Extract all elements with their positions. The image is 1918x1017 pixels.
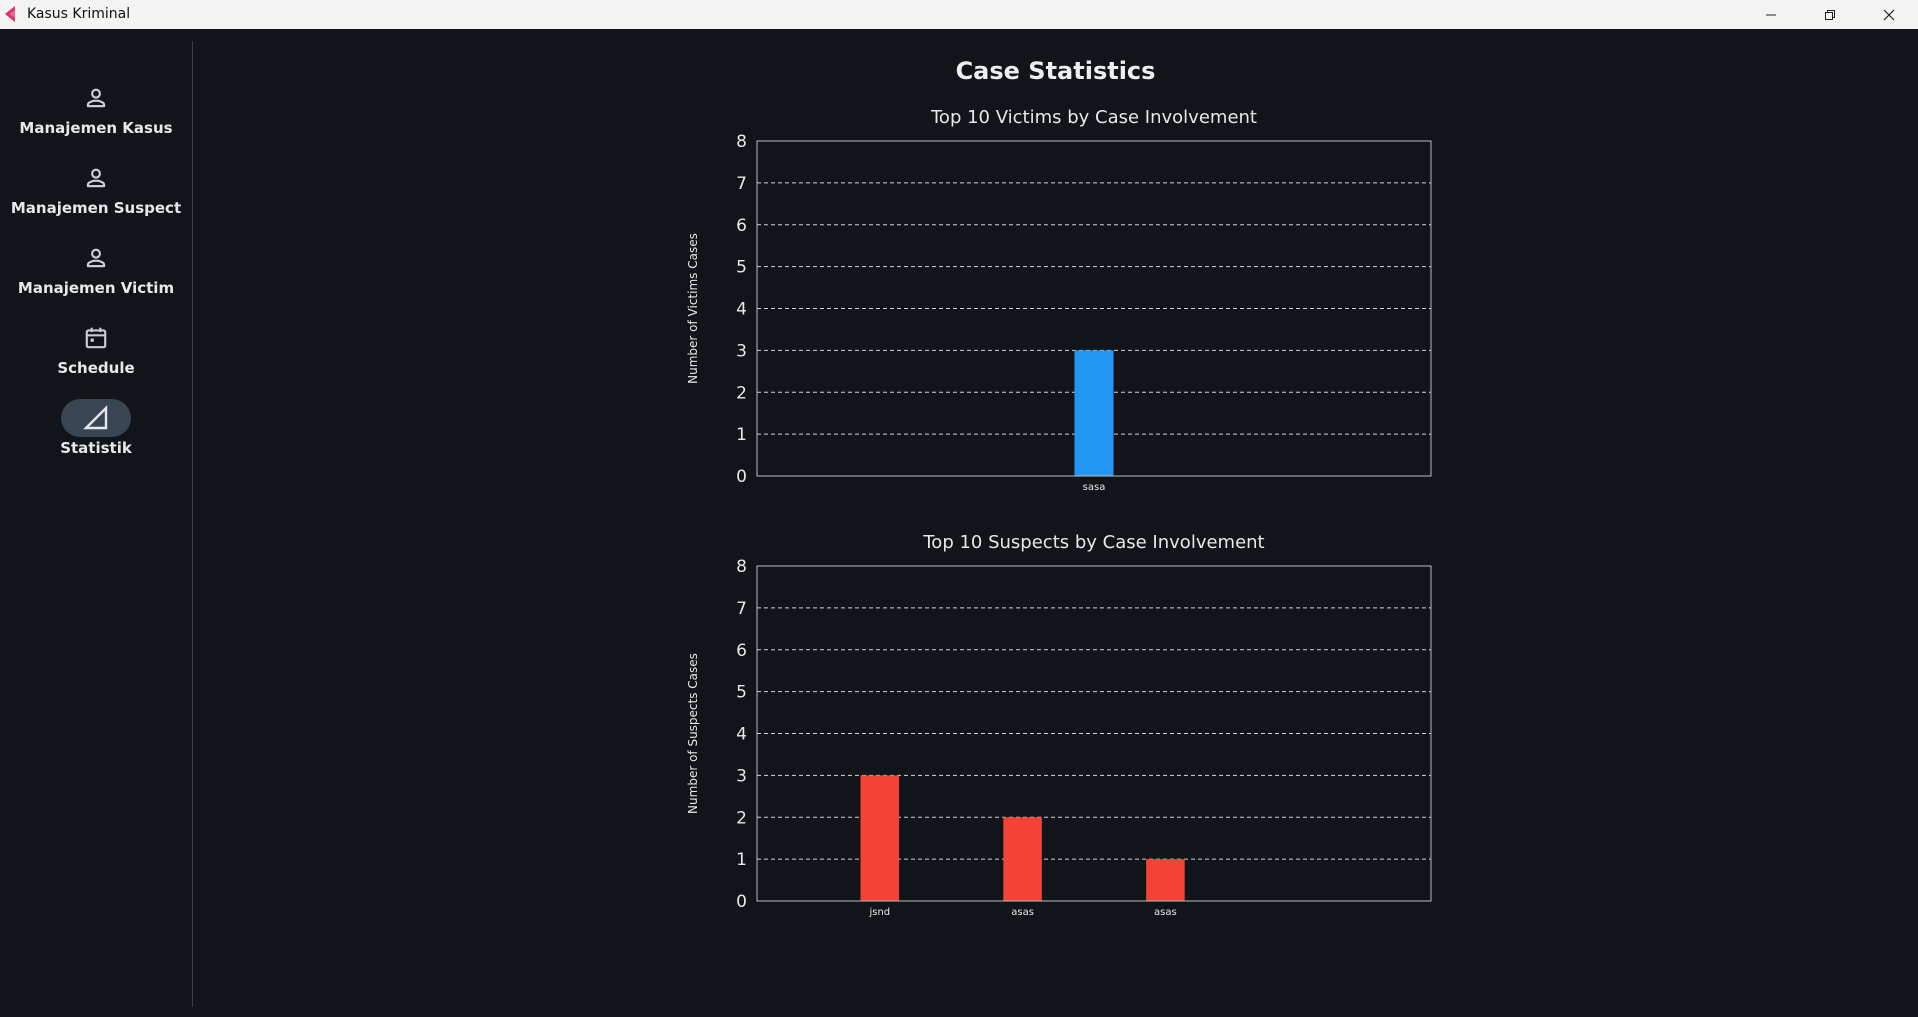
nav-item-manajemen-suspect[interactable]: Manajemen Suspect xyxy=(0,159,192,231)
victims-ytick-label: 8 xyxy=(736,132,747,152)
nav-item-label: Schedule xyxy=(57,359,135,377)
nav-item-pill xyxy=(61,239,131,277)
victims-bar xyxy=(1074,350,1114,476)
suspects-ytick-label: 1 xyxy=(736,850,747,870)
person-icon xyxy=(86,248,106,268)
window-title: Kasus Kriminal xyxy=(27,6,131,22)
restore-button[interactable] xyxy=(1801,0,1859,29)
suspects-ytick-label: 4 xyxy=(736,725,747,745)
nav-item-pill xyxy=(61,79,131,117)
charts-canvas: Top 10 Victims by Case Involvement 0 1 2 3 4 5… xyxy=(686,107,1432,918)
suspects-xtick-label: asas xyxy=(1011,907,1034,918)
window-titlebar: Kasus Kriminal xyxy=(0,0,1918,29)
close-button[interactable] xyxy=(1860,0,1918,29)
nav-item-label: Manajemen Kasus xyxy=(19,119,173,137)
calendar-icon xyxy=(85,327,107,349)
nav-item-manajemen-kasus[interactable]: Manajemen Kasus xyxy=(0,79,192,151)
nav-item-statistik[interactable]: Statistik xyxy=(0,399,192,471)
victims-ytick-label: 5 xyxy=(736,258,747,278)
victims-ytick-label: 0 xyxy=(736,467,747,487)
person-icon xyxy=(86,168,106,188)
chart-triangle-icon xyxy=(83,405,108,430)
victims-ytick-label: 3 xyxy=(736,341,747,361)
app-logo-icon xyxy=(5,6,15,22)
nav-item-pill xyxy=(61,319,131,357)
nav-item-manajemen-victim[interactable]: Manajemen Victim xyxy=(0,239,192,311)
suspects-ytick-label: 7 xyxy=(736,599,747,619)
suspects-ytick-label: 6 xyxy=(736,641,747,661)
close-icon xyxy=(1883,9,1895,20)
victims-xtick-label: sasa xyxy=(1083,482,1106,493)
person-icon xyxy=(86,88,106,108)
suspects-ytick-label: 8 xyxy=(736,557,747,577)
victims-chart: Top 10 Victims by Case Involvement 0 1 2 3 4 5… xyxy=(686,107,1432,493)
suspects-ytick-label: 0 xyxy=(736,892,747,912)
victims-chart-title: Top 10 Victims by Case Involvement xyxy=(930,107,1257,128)
suspects-chart-title: Top 10 Suspects by Case Involvement xyxy=(922,532,1264,553)
suspects-bar xyxy=(1146,859,1185,901)
suspects-xtick-label: jsnd xyxy=(868,907,890,918)
victims-plot-frame xyxy=(756,140,1432,477)
suspects-bar xyxy=(1003,817,1042,901)
minimize-button[interactable] xyxy=(1742,0,1800,29)
victims-ytick-label: 1 xyxy=(736,425,747,445)
nav-item-label: Manajemen Suspect xyxy=(10,199,182,217)
victims-ytick-label: 4 xyxy=(736,300,747,320)
suspects-xtick-label: asas xyxy=(1154,907,1177,918)
suspects-bar xyxy=(860,775,900,901)
page-title: Case Statistics xyxy=(955,57,1156,85)
suspects-ylabel: Number of Suspects Cases xyxy=(686,653,700,814)
nav-item-schedule[interactable]: Schedule xyxy=(0,319,192,391)
minimize-icon xyxy=(1766,14,1776,15)
nav-item-label: Statistik xyxy=(60,439,132,457)
nav-item-label: Manajemen Victim xyxy=(17,279,175,297)
suspects-chart: Top 10 Suspects by Case Involvement 0 1 2 3 4… xyxy=(686,532,1432,918)
nav-item-pill xyxy=(61,159,131,197)
suspects-plot-frame xyxy=(756,565,1432,902)
restore-icon xyxy=(1825,9,1835,20)
nav-item-pill-active xyxy=(61,399,131,437)
navigation-sidebar: Manajemen Kasus Manajemen Suspect Manaje… xyxy=(0,29,192,1017)
suspects-ytick-label: 5 xyxy=(736,683,747,703)
sidebar-divider xyxy=(192,41,193,1007)
suspects-ytick-label: 3 xyxy=(736,766,747,786)
suspects-ytick-label: 2 xyxy=(736,808,747,828)
victims-ylabel: Number of Victims Cases xyxy=(686,233,700,384)
victims-ytick-label: 6 xyxy=(736,216,747,236)
victims-ytick-label: 2 xyxy=(736,383,747,403)
victims-ytick-label: 7 xyxy=(736,174,747,194)
main-content: Case Statistics Top 10 Victims by Case I… xyxy=(193,29,1918,1017)
